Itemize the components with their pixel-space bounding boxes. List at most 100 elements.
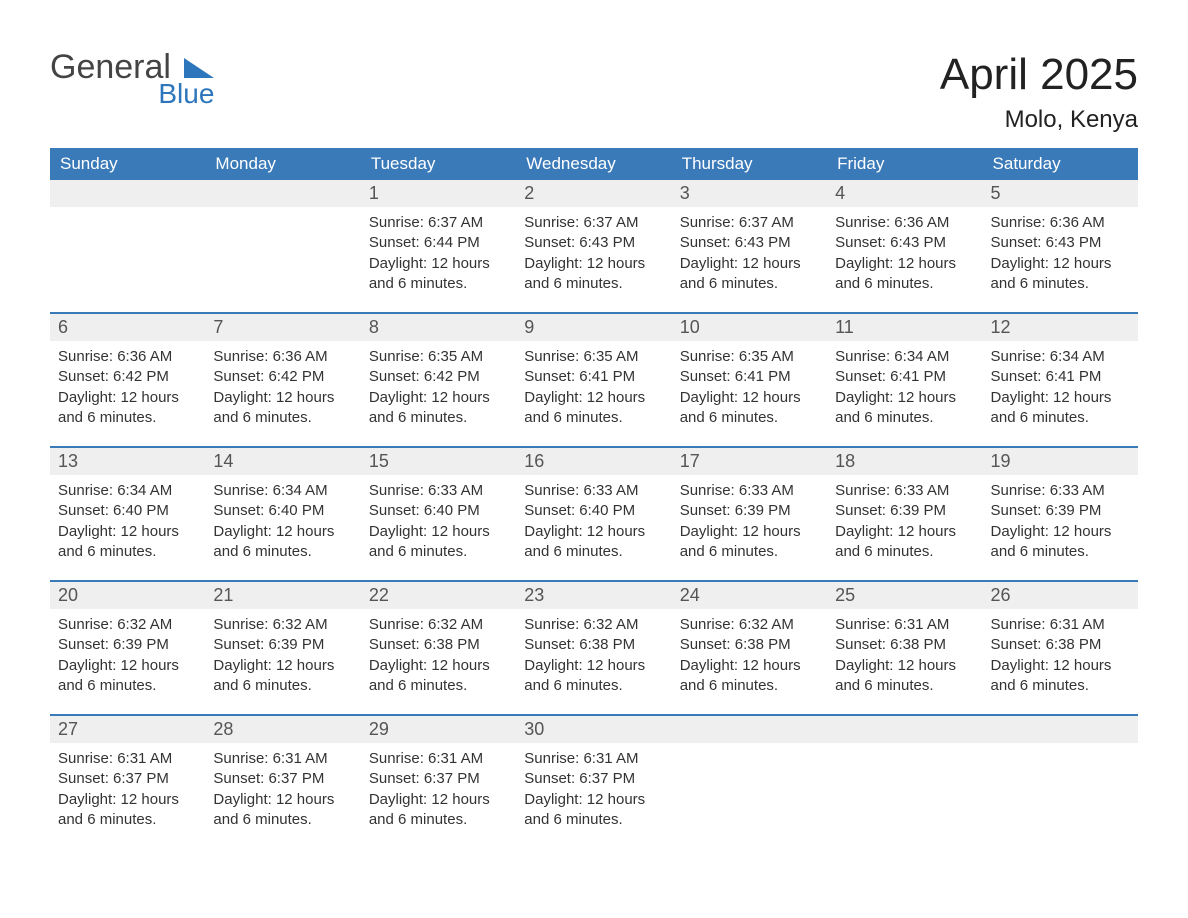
day-number: 5 — [983, 180, 1138, 207]
day-cell: 27Sunrise: 6:31 AMSunset: 6:37 PMDayligh… — [50, 716, 205, 848]
day-body: Sunrise: 6:31 AMSunset: 6:38 PMDaylight:… — [827, 609, 982, 706]
sunrise-text: Sunrise: 6:32 AM — [213, 615, 352, 635]
daylight-text: Daylight: 12 hours and 6 minutes. — [213, 522, 352, 563]
daylight-text: Daylight: 12 hours and 6 minutes. — [58, 790, 197, 831]
weekday-header: Saturday — [983, 148, 1138, 180]
weekday-header: Thursday — [672, 148, 827, 180]
day-body: Sunrise: 6:31 AMSunset: 6:37 PMDaylight:… — [50, 743, 205, 840]
day-body: Sunrise: 6:32 AMSunset: 6:39 PMDaylight:… — [50, 609, 205, 706]
day-number: 13 — [50, 448, 205, 475]
day-body: Sunrise: 6:31 AMSunset: 6:37 PMDaylight:… — [361, 743, 516, 840]
day-cell — [672, 716, 827, 848]
sunrise-text: Sunrise: 6:33 AM — [369, 481, 508, 501]
sunrise-text: Sunrise: 6:37 AM — [680, 213, 819, 233]
week-row: 6Sunrise: 6:36 AMSunset: 6:42 PMDaylight… — [50, 312, 1138, 446]
brand-flag-icon — [184, 56, 214, 78]
day-number: 12 — [983, 314, 1138, 341]
sunrise-text: Sunrise: 6:33 AM — [524, 481, 663, 501]
daylight-text: Daylight: 12 hours and 6 minutes. — [991, 388, 1130, 429]
calendar: Sunday Monday Tuesday Wednesday Thursday… — [50, 148, 1138, 848]
sunrise-text: Sunrise: 6:32 AM — [680, 615, 819, 635]
day-cell: 15Sunrise: 6:33 AMSunset: 6:40 PMDayligh… — [361, 448, 516, 580]
sunset-text: Sunset: 6:41 PM — [835, 367, 974, 387]
weekday-header: Sunday — [50, 148, 205, 180]
day-cell: 17Sunrise: 6:33 AMSunset: 6:39 PMDayligh… — [672, 448, 827, 580]
week-row: 27Sunrise: 6:31 AMSunset: 6:37 PMDayligh… — [50, 714, 1138, 848]
day-body: Sunrise: 6:33 AMSunset: 6:39 PMDaylight:… — [672, 475, 827, 572]
weekday-header: Tuesday — [361, 148, 516, 180]
sunset-text: Sunset: 6:42 PM — [369, 367, 508, 387]
day-cell: 21Sunrise: 6:32 AMSunset: 6:39 PMDayligh… — [205, 582, 360, 714]
week-row: 13Sunrise: 6:34 AMSunset: 6:40 PMDayligh… — [50, 446, 1138, 580]
day-number: 7 — [205, 314, 360, 341]
sunset-text: Sunset: 6:42 PM — [58, 367, 197, 387]
day-cell: 2Sunrise: 6:37 AMSunset: 6:43 PMDaylight… — [516, 180, 671, 312]
day-cell: 13Sunrise: 6:34 AMSunset: 6:40 PMDayligh… — [50, 448, 205, 580]
title-block: April 2025 Molo, Kenya — [940, 50, 1138, 134]
sunrise-text: Sunrise: 6:31 AM — [58, 749, 197, 769]
sunset-text: Sunset: 6:39 PM — [680, 501, 819, 521]
daylight-text: Daylight: 12 hours and 6 minutes. — [680, 656, 819, 697]
sunset-text: Sunset: 6:38 PM — [991, 635, 1130, 655]
day-body: Sunrise: 6:36 AMSunset: 6:43 PMDaylight:… — [827, 207, 982, 304]
sunset-text: Sunset: 6:38 PM — [524, 635, 663, 655]
sunrise-text: Sunrise: 6:31 AM — [524, 749, 663, 769]
sunrise-text: Sunrise: 6:36 AM — [213, 347, 352, 367]
day-body: Sunrise: 6:32 AMSunset: 6:38 PMDaylight:… — [672, 609, 827, 706]
sunset-text: Sunset: 6:41 PM — [680, 367, 819, 387]
day-body: Sunrise: 6:32 AMSunset: 6:39 PMDaylight:… — [205, 609, 360, 706]
sunrise-text: Sunrise: 6:35 AM — [524, 347, 663, 367]
sunset-text: Sunset: 6:37 PM — [58, 769, 197, 789]
day-cell: 24Sunrise: 6:32 AMSunset: 6:38 PMDayligh… — [672, 582, 827, 714]
day-body: Sunrise: 6:31 AMSunset: 6:37 PMDaylight:… — [516, 743, 671, 840]
daylight-text: Daylight: 12 hours and 6 minutes. — [524, 790, 663, 831]
daylight-text: Daylight: 12 hours and 6 minutes. — [524, 388, 663, 429]
day-number: 10 — [672, 314, 827, 341]
daylight-text: Daylight: 12 hours and 6 minutes. — [524, 656, 663, 697]
day-number: 16 — [516, 448, 671, 475]
weekday-header: Monday — [205, 148, 360, 180]
sunrise-text: Sunrise: 6:36 AM — [835, 213, 974, 233]
sunrise-text: Sunrise: 6:36 AM — [991, 213, 1130, 233]
sunset-text: Sunset: 6:40 PM — [524, 501, 663, 521]
sunset-text: Sunset: 6:42 PM — [213, 367, 352, 387]
day-cell: 30Sunrise: 6:31 AMSunset: 6:37 PMDayligh… — [516, 716, 671, 848]
day-cell: 23Sunrise: 6:32 AMSunset: 6:38 PMDayligh… — [516, 582, 671, 714]
day-body: Sunrise: 6:31 AMSunset: 6:38 PMDaylight:… — [983, 609, 1138, 706]
day-cell — [205, 180, 360, 312]
daylight-text: Daylight: 12 hours and 6 minutes. — [213, 388, 352, 429]
daylight-text: Daylight: 12 hours and 6 minutes. — [835, 522, 974, 563]
sunset-text: Sunset: 6:40 PM — [58, 501, 197, 521]
sunrise-text: Sunrise: 6:33 AM — [835, 481, 974, 501]
sunset-text: Sunset: 6:39 PM — [991, 501, 1130, 521]
day-body: Sunrise: 6:32 AMSunset: 6:38 PMDaylight:… — [361, 609, 516, 706]
day-cell: 14Sunrise: 6:34 AMSunset: 6:40 PMDayligh… — [205, 448, 360, 580]
sunset-text: Sunset: 6:40 PM — [369, 501, 508, 521]
sunset-text: Sunset: 6:44 PM — [369, 233, 508, 253]
sunset-text: Sunset: 6:39 PM — [213, 635, 352, 655]
day-body: Sunrise: 6:36 AMSunset: 6:42 PMDaylight:… — [205, 341, 360, 438]
day-cell: 8Sunrise: 6:35 AMSunset: 6:42 PMDaylight… — [361, 314, 516, 446]
daylight-text: Daylight: 12 hours and 6 minutes. — [58, 522, 197, 563]
daylight-text: Daylight: 12 hours and 6 minutes. — [369, 388, 508, 429]
sunrise-text: Sunrise: 6:36 AM — [58, 347, 197, 367]
day-body: Sunrise: 6:33 AMSunset: 6:39 PMDaylight:… — [827, 475, 982, 572]
weekday-header: Wednesday — [516, 148, 671, 180]
day-number — [827, 716, 982, 743]
day-cell: 6Sunrise: 6:36 AMSunset: 6:42 PMDaylight… — [50, 314, 205, 446]
sunrise-text: Sunrise: 6:32 AM — [58, 615, 197, 635]
day-cell: 12Sunrise: 6:34 AMSunset: 6:41 PMDayligh… — [983, 314, 1138, 446]
sunrise-text: Sunrise: 6:35 AM — [369, 347, 508, 367]
daylight-text: Daylight: 12 hours and 6 minutes. — [369, 790, 508, 831]
day-number: 22 — [361, 582, 516, 609]
day-cell: 18Sunrise: 6:33 AMSunset: 6:39 PMDayligh… — [827, 448, 982, 580]
day-body: Sunrise: 6:36 AMSunset: 6:42 PMDaylight:… — [50, 341, 205, 438]
day-cell: 22Sunrise: 6:32 AMSunset: 6:38 PMDayligh… — [361, 582, 516, 714]
day-body: Sunrise: 6:37 AMSunset: 6:43 PMDaylight:… — [516, 207, 671, 304]
sunset-text: Sunset: 6:39 PM — [58, 635, 197, 655]
daylight-text: Daylight: 12 hours and 6 minutes. — [369, 254, 508, 295]
sunset-text: Sunset: 6:43 PM — [680, 233, 819, 253]
day-cell: 3Sunrise: 6:37 AMSunset: 6:43 PMDaylight… — [672, 180, 827, 312]
day-number: 4 — [827, 180, 982, 207]
day-number: 28 — [205, 716, 360, 743]
